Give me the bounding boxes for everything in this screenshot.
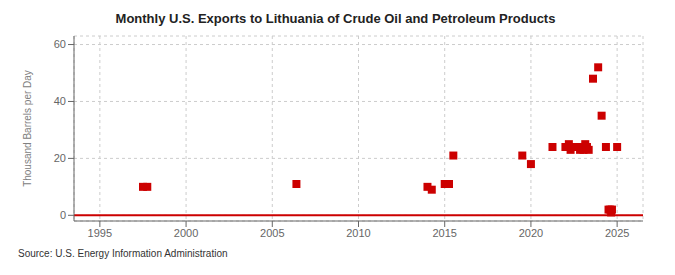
svg-text:2010: 2010	[346, 227, 370, 239]
svg-text:40: 40	[54, 95, 66, 107]
html-text:Source: U.S. Energy Informatio: Source: U.S. Energy Information Administ…	[18, 248, 228, 259]
svg-text:1995: 1995	[88, 227, 112, 239]
svg-text:2000: 2000	[174, 227, 198, 239]
svg-text:20: 20	[54, 152, 66, 164]
svg-text:2025: 2025	[605, 227, 629, 239]
svg-text:2015: 2015	[432, 227, 456, 239]
html-text:Monthly U.S. Exports to Lithua: Monthly U.S. Exports to Lithuania of Cru…	[115, 11, 556, 26]
svg-text:2020: 2020	[519, 227, 543, 239]
svg-text:60: 60	[54, 38, 66, 50]
svg-text:0: 0	[60, 209, 66, 221]
svg-text:Thousand Barrels per Day: Thousand Barrels per Day	[22, 70, 33, 187]
svg-text:2005: 2005	[260, 227, 284, 239]
